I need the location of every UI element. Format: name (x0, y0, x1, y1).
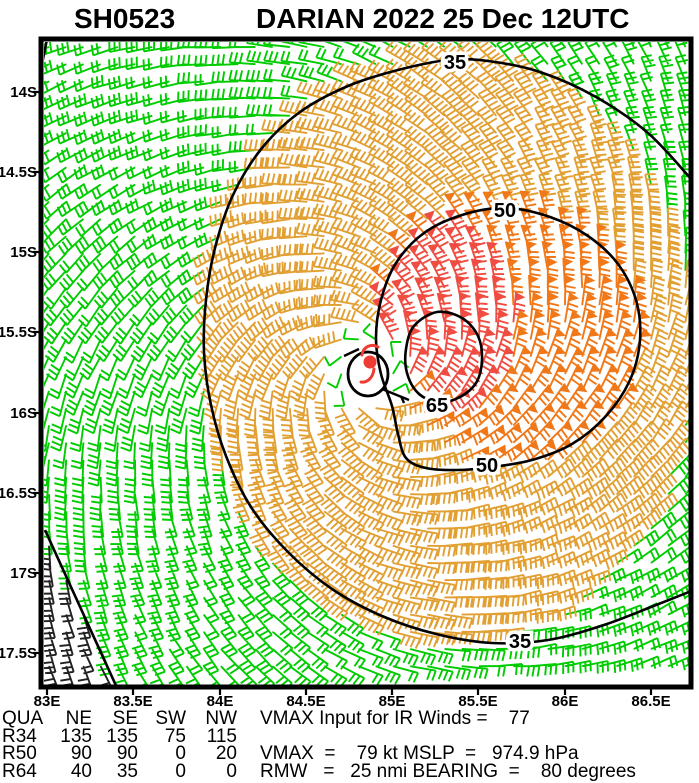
radii-value: 135 (106, 725, 138, 747)
radii-value: 75 (164, 725, 186, 747)
qua-label: QUA (2, 708, 44, 729)
y-axis-label: 17S (10, 565, 37, 582)
y-axis-label: 15S (10, 244, 37, 261)
x-axis-label: 85.5E (458, 693, 497, 710)
storm-symbol-arm-0 (360, 343, 380, 357)
radii-value: 135 (60, 725, 92, 747)
radii-value: 115 (206, 725, 237, 747)
x-axis-label: 84E (207, 693, 234, 710)
storm-id-label: SH0523 (74, 3, 176, 34)
y-axis-label: 14.5S (0, 164, 37, 181)
x-axis-label: 83E (34, 693, 61, 710)
contour-label-65: 65 (426, 395, 448, 417)
x-axis-label: 83.5E (113, 693, 152, 710)
x-axis-label: 85E (379, 693, 406, 710)
bearing-line-2 (343, 347, 360, 358)
wind-barbs-gold (192, 42, 689, 649)
storm-symbol-arm-1 (359, 367, 376, 384)
quadrant-header-row: QUA NE SE SW NW VMAX Input for IR Winds = 77 (2, 708, 699, 729)
isotach-65-contour (403, 310, 484, 404)
isotach-35-contour (202, 57, 689, 645)
plot-border (38, 36, 694, 690)
contour-label-35: 35 (444, 52, 466, 74)
wind-barbs-black (44, 545, 112, 685)
radii-value: 0 (226, 760, 237, 782)
y-axis-label: 16.5S (0, 485, 37, 502)
barb-pennants-orange (370, 190, 653, 458)
isotach-50-contour (374, 206, 642, 472)
wind-radii-row-r50: R50 90 90 0 20 VMAX = 79 kt MSLP = 974.9 hPa (2, 743, 699, 764)
bearing-line-0 (381, 387, 410, 402)
contour-label-50: 50 (476, 455, 498, 477)
quadrant-label-ne: NE (65, 708, 92, 729)
y-axis-label: 14S (10, 84, 37, 101)
y-axis-label: 17.5S (0, 645, 37, 662)
quadrant-label-sw: SW (155, 708, 186, 729)
boundary-line-1 (44, 42, 48, 61)
radii-value: 90 (116, 743, 138, 764)
quadrant-label-nw: NW (205, 708, 237, 729)
wind-radii-row-r34: R34 135 135 75 115 (2, 726, 699, 747)
storm-stats-block: QUA NE SE SW NW VMAX Input for IR Winds = 77 R… (2, 704, 699, 782)
title-text: DARIAN 2022 25 Dec 12UTC (256, 3, 630, 34)
vmax-input-line: VMAX Input for IR Winds = 77 (260, 708, 530, 729)
contour-label-50: 50 (494, 200, 516, 222)
vmax-mslp-line: VMAX = 79 kt MSLP = 974.9 hPa (260, 743, 579, 764)
radii-value: 0 (175, 760, 186, 782)
rmw-circle (346, 350, 390, 398)
contour-label-35: 35 (509, 631, 531, 653)
plot-interior (44, 42, 689, 685)
x-axis-label: 86E (552, 693, 579, 710)
radii-label-r50: R50 (2, 743, 37, 764)
radii-label-r34: R34 (2, 725, 37, 747)
wind-barbs-eye (323, 322, 411, 407)
x-axis-label: 84.5E (286, 693, 325, 710)
storm-center-icon (363, 355, 377, 369)
wind-radii-row-r64: R64 40 35 0 0 RMW = 25 nmi BEARING = 80 degre… (2, 761, 699, 782)
radii-value: 20 (215, 743, 237, 764)
y-axis-label: 15.5S (0, 324, 37, 341)
y-axis-label: 16S (10, 405, 37, 422)
bearing-line-1 (399, 395, 406, 404)
x-axis-label: 86.5E (631, 693, 670, 710)
quadrant-label-se: SE (112, 708, 138, 729)
boundary-line-0 (44, 529, 118, 685)
radii-value: 90 (70, 743, 92, 764)
radii-value: 0 (175, 743, 186, 764)
